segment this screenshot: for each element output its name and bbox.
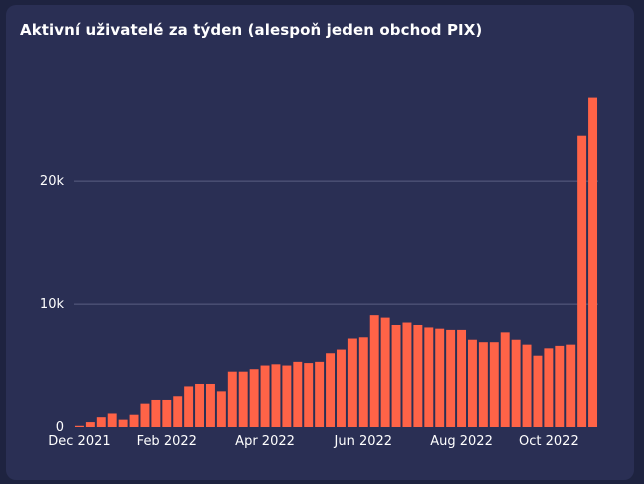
bar bbox=[140, 403, 150, 427]
bar bbox=[184, 386, 194, 427]
bar bbox=[555, 345, 565, 427]
bar bbox=[522, 344, 532, 427]
bar bbox=[195, 383, 205, 427]
bar bbox=[435, 328, 445, 427]
x-tick-label: Aug 2022 bbox=[430, 434, 493, 449]
bar bbox=[173, 396, 183, 427]
bar bbox=[85, 422, 95, 427]
bar bbox=[260, 365, 270, 427]
bar bbox=[489, 342, 499, 427]
bar bbox=[413, 324, 423, 427]
y-tick-label: 10k bbox=[40, 297, 65, 312]
bar bbox=[588, 97, 598, 427]
bar bbox=[424, 327, 434, 427]
bar bbox=[577, 135, 587, 427]
bar bbox=[457, 329, 467, 427]
bar bbox=[380, 317, 390, 427]
bar bbox=[151, 399, 161, 427]
bar bbox=[216, 391, 226, 427]
bar bbox=[74, 425, 84, 427]
grid-lines bbox=[74, 180, 598, 305]
bar bbox=[446, 329, 456, 427]
x-tick-label: Oct 2022 bbox=[519, 434, 579, 449]
x-tick-label: Dec 2021 bbox=[48, 434, 110, 449]
bar bbox=[326, 353, 336, 427]
bar bbox=[304, 363, 314, 427]
bar bbox=[238, 371, 248, 427]
bar bbox=[391, 324, 401, 427]
chart-title: Aktivní uživatelé za týden (alespoň jede… bbox=[20, 21, 483, 39]
x-tick-label: Feb 2022 bbox=[137, 434, 197, 449]
bar bbox=[402, 322, 412, 427]
bar bbox=[511, 339, 521, 427]
y-tick-label: 0 bbox=[56, 420, 64, 435]
x-tick-label: Apr 2022 bbox=[235, 434, 295, 449]
bar bbox=[369, 315, 379, 427]
bar bbox=[282, 365, 292, 427]
bar bbox=[358, 337, 368, 427]
x-axis-ticks: Dec 2021 Feb 2022 Apr 2022 Jun 2022 Aug 2022… bbox=[48, 434, 578, 449]
bar bbox=[118, 419, 128, 427]
bar bbox=[315, 361, 325, 427]
bar bbox=[500, 332, 510, 427]
bar bbox=[271, 364, 281, 427]
bar bbox=[249, 369, 259, 427]
bar bbox=[293, 361, 303, 427]
y-axis-ticks: 0 10k 20k bbox=[40, 174, 65, 435]
bar bbox=[205, 383, 215, 427]
bar bbox=[227, 371, 237, 427]
bar bbox=[533, 355, 543, 427]
y-tick-label: 20k bbox=[40, 174, 65, 189]
bar bbox=[566, 344, 576, 427]
bar bbox=[544, 348, 554, 427]
bar bbox=[107, 413, 117, 427]
bar bbox=[467, 339, 477, 427]
bar bbox=[162, 399, 172, 427]
bar bbox=[96, 417, 106, 427]
bar bbox=[478, 342, 488, 427]
bar bbox=[336, 349, 346, 427]
bar bbox=[129, 414, 139, 427]
x-tick-label: Jun 2022 bbox=[334, 434, 393, 449]
bars bbox=[74, 97, 598, 427]
bar bbox=[347, 338, 357, 427]
